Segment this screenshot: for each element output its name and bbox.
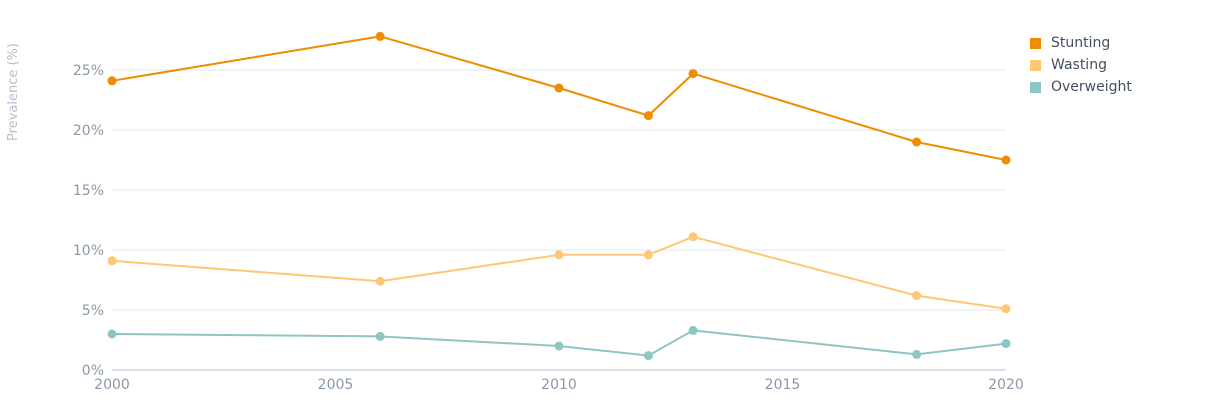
stunting-point [375, 31, 385, 41]
legend-item-wasting[interactable]: Wasting [1030, 54, 1132, 76]
wasting-point [643, 250, 653, 260]
stunting-point [107, 76, 117, 86]
overweight-point [912, 349, 922, 359]
y-tick-label: 0% [82, 363, 104, 379]
overweight-point [375, 331, 385, 341]
wasting-point [912, 291, 922, 301]
overweight-swatch [1030, 81, 1041, 93]
wasting-point [554, 250, 564, 260]
stunting-point [688, 69, 698, 79]
stunting-point [643, 111, 653, 121]
y-tick-label: 25% [73, 63, 104, 79]
wasting-point [107, 256, 117, 266]
legend-label: Stunting [1051, 35, 1111, 51]
wasting-point [688, 232, 698, 242]
y-tick-label: 5% [82, 303, 104, 319]
x-tick-label: 2010 [541, 377, 577, 393]
x-tick-label: 2020 [988, 377, 1024, 393]
legend-item-overweight[interactable]: Overweight [1030, 76, 1132, 98]
x-tick-label: 2005 [318, 377, 354, 393]
wasting-line [111, 235, 1007, 310]
overweight-point [107, 329, 117, 339]
legend-item-stunting[interactable]: Stunting [1030, 32, 1132, 54]
series-stunting [107, 31, 1011, 165]
overweight-point [643, 351, 653, 361]
y-tick-label: 15% [73, 183, 104, 199]
overweight-point [688, 325, 698, 335]
gridlines [112, 69, 1006, 311]
legend-label: Overweight [1051, 79, 1132, 95]
x-tick-label: 2000 [94, 377, 130, 393]
stunting-swatch [1030, 37, 1041, 49]
wasting-point [1001, 304, 1011, 314]
y-axis-title: Prevalence (%) [6, 43, 21, 141]
overweight-point [1001, 339, 1011, 349]
overweight-point [554, 341, 564, 351]
axes: 0% 5% 10% 15% 20% 25% 2000 2005 2010 2015 2020 [73, 63, 1024, 393]
x-tick-label: 2015 [765, 377, 801, 393]
y-tick-label: 10% [73, 243, 104, 259]
stunting-point [554, 83, 564, 93]
wasting-point [375, 276, 385, 286]
stunting-line [111, 35, 1007, 161]
stunting-point [1001, 155, 1011, 165]
legend-label: Wasting [1051, 57, 1107, 73]
series-overweight [107, 325, 1011, 361]
y-tick-label: 20% [73, 123, 104, 139]
legend: Stunting Wasting Overweight [1030, 32, 1132, 98]
series-wasting [107, 232, 1011, 314]
wasting-swatch [1030, 59, 1041, 71]
series [107, 31, 1011, 361]
stunting-point [912, 137, 922, 147]
